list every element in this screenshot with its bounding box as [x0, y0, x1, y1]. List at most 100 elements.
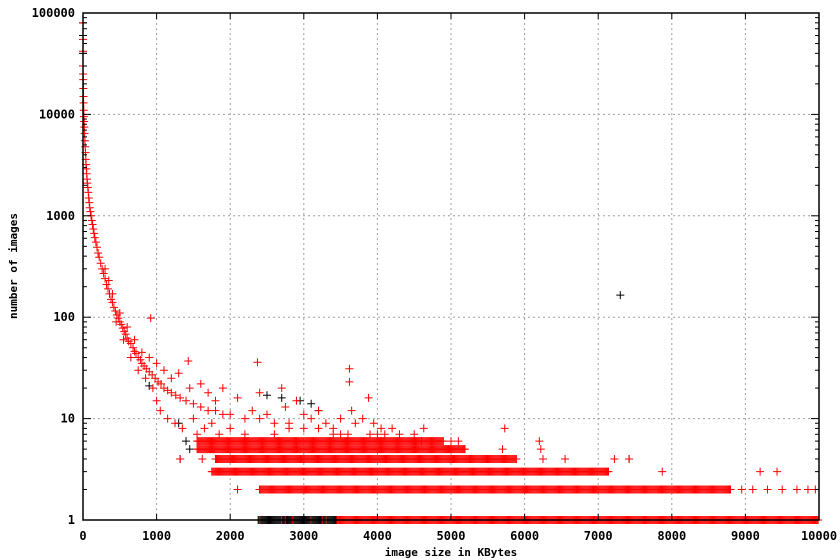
x-tick-label: 0 — [79, 529, 86, 543]
red-data-point — [196, 379, 205, 388]
red-data-point — [182, 396, 191, 405]
x-tick-label: 6000 — [510, 529, 539, 543]
red-data-point — [87, 216, 96, 225]
red-data-point — [189, 414, 198, 423]
red-data-point — [299, 424, 308, 433]
red-data-point — [167, 388, 176, 397]
red-data-point — [121, 330, 130, 339]
red-data-point — [539, 454, 547, 463]
red-data-point — [366, 430, 375, 439]
red-data-point — [130, 347, 139, 356]
red-data-point — [380, 430, 389, 439]
red-data-point — [174, 369, 183, 378]
red-data-point — [314, 424, 323, 433]
red-data-point — [226, 424, 235, 433]
red-data-point — [625, 454, 634, 463]
red-data-point — [369, 419, 378, 428]
x-tick-label: 9000 — [731, 529, 760, 543]
red-data-point — [218, 384, 227, 393]
red-data-point — [240, 414, 249, 423]
red-data-point — [145, 353, 154, 362]
black-data-point — [616, 291, 625, 300]
red-data-point — [263, 410, 271, 419]
red-data-point — [85, 203, 94, 212]
red-data-point — [104, 276, 113, 285]
red-data-point — [109, 303, 118, 312]
red-data-point — [184, 356, 193, 365]
red-data-point — [321, 419, 330, 428]
red-data-point — [126, 353, 135, 362]
red-data-point — [240, 430, 249, 439]
red-data-point — [91, 238, 100, 247]
red-data-point — [163, 414, 172, 423]
red-data-point — [737, 485, 746, 494]
red-data-point — [561, 454, 570, 463]
red-data-point — [157, 379, 166, 388]
red-data-point — [253, 358, 262, 367]
red-data-point — [604, 467, 613, 476]
red-data-point — [86, 207, 95, 216]
x-tick-label: 8000 — [657, 529, 686, 543]
red-data-point — [447, 437, 455, 446]
red-data-point — [137, 348, 146, 357]
black-data-point — [182, 437, 191, 446]
black-data-point — [277, 393, 286, 402]
red-data-point — [756, 467, 765, 476]
red-data-point — [117, 320, 126, 329]
red-data-point — [763, 485, 772, 494]
red-data-point — [364, 393, 373, 402]
red-data-point — [89, 225, 98, 234]
red-data-point — [658, 467, 667, 476]
red-data-point — [134, 353, 143, 362]
red-data-point — [226, 410, 235, 419]
red-data-point — [152, 396, 161, 405]
red-data-point — [419, 424, 428, 433]
y-tick-label: 1 — [68, 513, 75, 527]
x-tick-label: 10000 — [801, 529, 837, 543]
x-tick-label: 4000 — [363, 529, 392, 543]
red-data-point — [270, 430, 279, 439]
red-data-point — [207, 419, 216, 428]
red-data-point — [204, 388, 213, 397]
red-data-point — [726, 485, 735, 494]
red-data-point — [277, 384, 286, 393]
red-data-point — [610, 454, 619, 463]
red-data-point — [460, 445, 469, 454]
y-tick-label: 10000 — [39, 107, 75, 121]
red-data-point — [85, 198, 94, 207]
red-data-point — [101, 274, 110, 283]
red-data-point — [108, 289, 117, 298]
red-data-point — [159, 366, 168, 375]
red-data-point — [185, 384, 194, 393]
red-data-point — [218, 410, 227, 419]
red-data-point — [536, 445, 545, 454]
red-data-point — [193, 430, 202, 439]
red-data-point — [512, 454, 521, 463]
axis-ticks: 0 1000 2000 3000 4000 5000 6000 7000 8000 9000 100… — [32, 6, 837, 543]
y-tick-label: 1000 — [46, 209, 75, 223]
red-data-point — [285, 424, 294, 433]
red-data-point — [134, 366, 143, 375]
red-data-point — [141, 374, 150, 383]
red-data-point — [131, 349, 140, 358]
red-data-point — [171, 419, 179, 428]
red-data-point — [189, 399, 198, 408]
red-data-point — [255, 388, 264, 397]
red-data-point — [292, 396, 301, 405]
data-points — [79, 18, 823, 524]
red-data-point — [345, 364, 354, 373]
red-data-point — [410, 430, 419, 439]
red-data-point — [119, 335, 128, 344]
red-data-point — [748, 485, 757, 494]
x-tick-label: 2000 — [216, 529, 245, 543]
red-data-point — [270, 419, 279, 428]
red-data-point — [454, 437, 463, 446]
y-tick-label: 10 — [61, 412, 75, 426]
y-tick-label: 100000 — [32, 6, 75, 20]
red-data-point — [395, 430, 404, 439]
red-data-point — [299, 410, 308, 419]
red-data-point — [108, 298, 117, 307]
red-data-point — [96, 259, 105, 268]
red-data-point — [176, 393, 185, 402]
